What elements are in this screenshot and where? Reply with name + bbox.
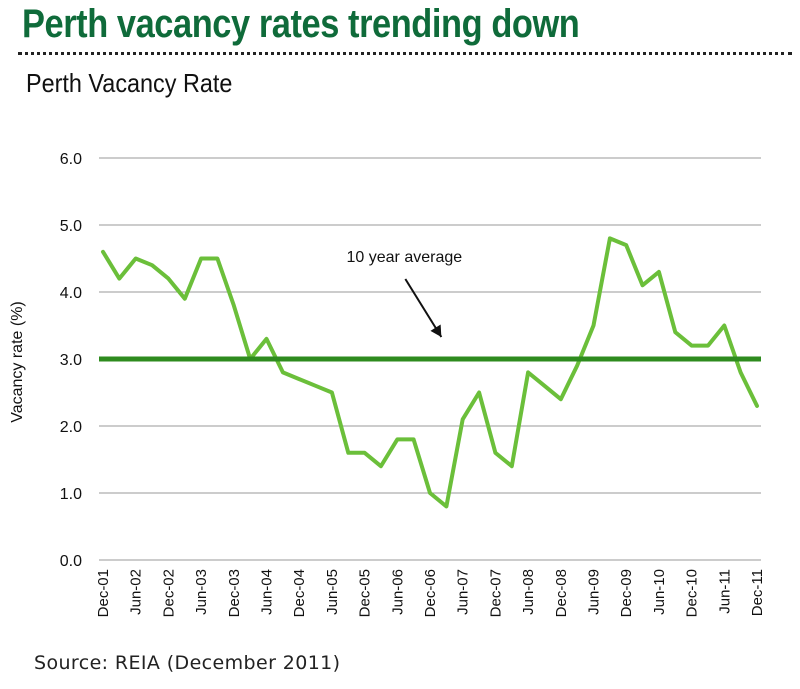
data-point: [527, 371, 529, 373]
data-point: [233, 304, 235, 306]
x-tick-label: Dec-09: [618, 569, 635, 617]
x-tick-label: Jun-05: [324, 569, 341, 615]
x-tick-label: Dec-07: [487, 569, 504, 617]
data-point: [740, 371, 742, 373]
data-point: [462, 418, 464, 420]
x-tick-label: Dec-08: [553, 569, 570, 617]
y-axis-ticks: 0.0 1.0 2.0 3.0 4.0 5.0 6.0: [60, 151, 82, 570]
annotation-arrow-shaft: [404, 278, 443, 338]
data-point: [674, 331, 676, 333]
data-point: [543, 385, 545, 387]
x-tick-label: Jun-07: [455, 569, 472, 615]
data-point: [494, 452, 496, 454]
data-point: [315, 385, 317, 387]
data-point: [609, 237, 611, 239]
x-tick-label: Jun-04: [259, 569, 276, 615]
x-tick-label: Dec-01: [95, 569, 112, 617]
data-point: [364, 452, 366, 454]
chart-title: Perth Vacancy Rate: [26, 68, 233, 98]
y-tick-label: 2.0: [60, 419, 82, 436]
y-tick-label: 6.0: [60, 151, 82, 168]
data-point: [691, 345, 693, 347]
y-tick-label: 5.0: [60, 218, 82, 235]
data-point: [625, 244, 627, 246]
series-line: [101, 236, 759, 509]
data-point: [413, 438, 415, 440]
x-tick-label: Jun-03: [193, 569, 210, 615]
x-tick-label: Dec-05: [357, 569, 374, 617]
x-tick-label: Dec-06: [422, 569, 439, 617]
series-layer: [101, 236, 759, 509]
x-tick-label: Jun-08: [520, 569, 537, 615]
y-tick-label: 3.0: [60, 352, 82, 369]
y-tick-label: 1.0: [60, 486, 82, 503]
data-point: [135, 258, 137, 259]
x-tick-label: Jun-02: [128, 569, 145, 615]
data-point: [118, 278, 120, 280]
data-point: [511, 465, 513, 467]
annotation-layer: 10 year average: [347, 249, 463, 338]
dotted-divider: [18, 52, 792, 55]
annotation-arrowhead: [430, 324, 442, 337]
annotation-label: 10 year average: [347, 249, 463, 266]
y-axis-label: Vacancy rate (%): [9, 301, 26, 423]
x-tick-label: Jun-09: [586, 569, 603, 615]
y-tick-label: 4.0: [60, 285, 82, 302]
x-tick-label: Dec-11: [749, 569, 766, 616]
x-tick-label: Dec-02: [160, 569, 177, 617]
data-point: [723, 325, 725, 326]
source-note: Source: REIA (December 2011): [34, 652, 341, 674]
data-point: [478, 392, 480, 393]
data-point: [396, 438, 398, 440]
x-tick-label: Jun-11: [716, 569, 733, 614]
data-point: [576, 365, 578, 367]
data-point: [560, 398, 562, 400]
data-point: [151, 264, 153, 266]
data-point: [445, 505, 447, 507]
x-tick-label: Dec-03: [226, 569, 243, 617]
data-point: [216, 258, 218, 259]
headline: Perth vacancy rates trending down: [22, 2, 580, 46]
data-point: [347, 452, 349, 454]
data-point: [184, 298, 186, 300]
data-point: [593, 325, 594, 326]
x-axis-ticks: Dec-01 Jun-02 Dec-02 Jun-03 Dec-03 Jun-04 Dec-…: [95, 569, 766, 617]
data-point: [102, 251, 104, 253]
y-tick-label: 0.0: [60, 553, 82, 570]
data-point: [331, 392, 333, 393]
data-point: [380, 465, 382, 467]
data-point: [756, 405, 758, 407]
x-tick-label: Jun-06: [389, 569, 406, 615]
data-point: [707, 345, 709, 347]
data-point: [298, 378, 300, 380]
data-point: [266, 338, 267, 340]
x-tick-label: Jun-10: [651, 569, 668, 615]
data-point: [282, 371, 284, 373]
x-tick-label: Dec-10: [684, 569, 701, 617]
x-tick-label: Dec-04: [291, 569, 308, 617]
data-point: [658, 271, 660, 273]
data-point: [429, 492, 431, 494]
data-point: [642, 284, 644, 286]
data-point: [200, 258, 202, 259]
data-point: [167, 278, 169, 280]
